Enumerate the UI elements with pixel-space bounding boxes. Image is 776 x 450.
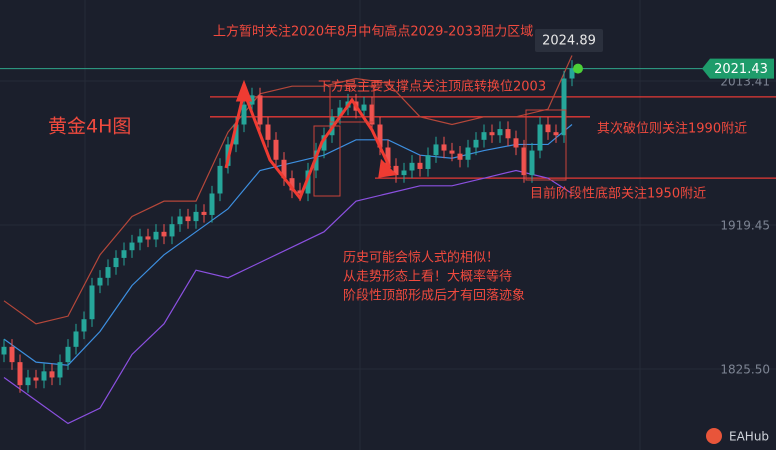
brand: EAHub bbox=[729, 430, 769, 444]
candle-body bbox=[209, 193, 215, 215]
arrow-head bbox=[378, 158, 398, 178]
candle-body bbox=[153, 231, 159, 240]
annotation: 历史可能会惊人式的相似！ bbox=[343, 250, 499, 266]
candle-body bbox=[377, 124, 383, 148]
candle-body bbox=[513, 138, 519, 148]
candle-body bbox=[393, 165, 399, 176]
chart-title: 黄金4H图 bbox=[48, 116, 131, 138]
candle-body bbox=[81, 319, 87, 332]
zigzag-arrow bbox=[224, 86, 392, 201]
candle-body bbox=[241, 104, 247, 125]
annotation: 下方最主要支撑点关注顶底转换位2003 bbox=[318, 79, 546, 95]
candle-body bbox=[193, 211, 199, 222]
candle-body bbox=[265, 124, 271, 140]
candle-body bbox=[145, 236, 151, 240]
candle-body bbox=[185, 216, 191, 222]
y-tick-label: 1825.50 bbox=[720, 363, 770, 377]
candle-body bbox=[121, 250, 127, 258]
candle-body bbox=[41, 371, 47, 381]
candle-body bbox=[481, 132, 487, 140]
candle-body bbox=[569, 68, 575, 79]
candle-body bbox=[217, 165, 223, 194]
candle-body bbox=[281, 159, 287, 179]
candle-body bbox=[33, 377, 39, 381]
candle-body bbox=[321, 135, 327, 151]
last-price-label: 2021.43 bbox=[714, 62, 768, 77]
candle-body bbox=[57, 362, 63, 378]
candle-body bbox=[257, 95, 263, 125]
annotation: 阶段性顶部形成后才有回落迹象 bbox=[343, 289, 525, 304]
candle-body bbox=[97, 277, 103, 286]
candle-body bbox=[201, 211, 207, 215]
annotation: 从走势形态上看！大概率等待 bbox=[343, 269, 512, 285]
annotation: 目前阶段性底部关注1950附近 bbox=[530, 186, 706, 202]
candle-body bbox=[65, 346, 71, 363]
candle-body bbox=[457, 153, 463, 160]
band-line bbox=[3, 55, 573, 325]
candle-body bbox=[449, 150, 455, 154]
candle-body bbox=[105, 267, 111, 278]
candle-body bbox=[305, 170, 311, 194]
candle-body bbox=[521, 147, 527, 176]
candle-body bbox=[433, 144, 439, 156]
arrow-head bbox=[235, 79, 253, 102]
candle-body bbox=[537, 124, 543, 151]
arrows bbox=[224, 79, 398, 201]
candle-body bbox=[113, 257, 119, 268]
candle-body bbox=[137, 236, 143, 243]
annotation: 上方暂时关注2020年8月中旬高点2029-2033阻力区域 bbox=[213, 24, 533, 40]
candle-body bbox=[489, 132, 495, 136]
candle-body bbox=[177, 216, 183, 225]
candle-body bbox=[129, 242, 135, 251]
candle-body bbox=[465, 147, 471, 160]
candle-body bbox=[73, 331, 79, 347]
y-tick-label: 1919.45 bbox=[720, 219, 770, 233]
last-price-tag bbox=[702, 58, 774, 79]
candle-body bbox=[233, 124, 239, 145]
candle-body bbox=[361, 104, 367, 111]
candle-body bbox=[273, 139, 279, 160]
candle-body bbox=[545, 124, 551, 133]
candle-body bbox=[409, 162, 415, 171]
box bbox=[329, 85, 375, 123]
last-price-dot bbox=[573, 63, 583, 74]
candle-body bbox=[417, 162, 423, 169]
candle-body bbox=[505, 129, 511, 139]
candle-body bbox=[169, 224, 175, 237]
candle-body bbox=[1, 346, 7, 355]
candle-body bbox=[25, 377, 31, 386]
candle-body bbox=[249, 95, 255, 105]
candle-body bbox=[289, 178, 295, 191]
candle-body bbox=[161, 231, 167, 237]
candle-body bbox=[401, 170, 407, 176]
candle-body bbox=[561, 78, 567, 136]
candle-body bbox=[553, 132, 559, 136]
candle-body bbox=[337, 107, 343, 117]
candle-body bbox=[497, 129, 503, 136]
candle-body bbox=[441, 144, 447, 151]
box bbox=[525, 109, 567, 181]
candle-body bbox=[369, 104, 375, 125]
box bbox=[313, 125, 341, 197]
candle-body bbox=[49, 371, 55, 378]
candle-body bbox=[385, 147, 391, 166]
candle-body bbox=[89, 285, 95, 320]
brand-icon bbox=[706, 428, 722, 444]
candle-body bbox=[297, 190, 303, 194]
boxes bbox=[313, 85, 567, 197]
price-label: 2024.89 bbox=[542, 34, 596, 49]
candle-body bbox=[425, 155, 431, 169]
band-line bbox=[3, 124, 573, 366]
band-line bbox=[3, 169, 573, 425]
candle-body bbox=[17, 362, 23, 386]
annotation: 其次破位则关注1990附近 bbox=[597, 121, 747, 137]
candle-body bbox=[529, 150, 535, 176]
candle-body bbox=[473, 139, 479, 148]
candle-body bbox=[9, 346, 15, 363]
price-box bbox=[535, 29, 603, 52]
